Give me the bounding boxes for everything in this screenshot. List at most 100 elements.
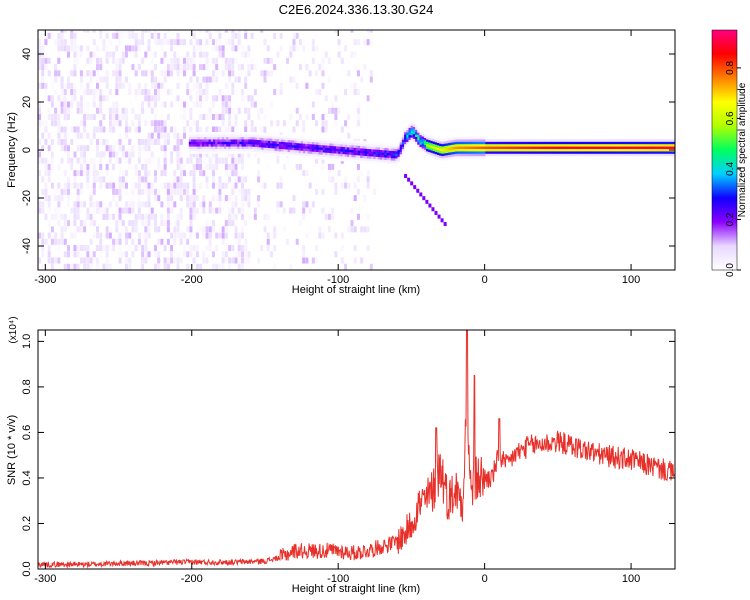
spectrogram-cell — [223, 134, 227, 137]
spectrogram-cell — [421, 145, 425, 149]
spectrogram-cell — [665, 141, 669, 145]
spectrogram-cell — [450, 144, 453, 148]
spectrogram-cell — [102, 126, 106, 133]
spectrogram-cell — [350, 30, 354, 33]
spectrogram-cell — [89, 213, 93, 220]
spectrogram-cell — [478, 151, 482, 154]
spectrogram-cell — [157, 263, 161, 270]
spectrogram-cell — [131, 64, 135, 71]
spectrogram-cell — [322, 147, 326, 151]
spectrogram-cell — [311, 146, 315, 150]
spectrogram-cell — [276, 146, 280, 149]
spectrogram-cell — [386, 159, 390, 163]
spectrogram-cell — [338, 144, 341, 147]
spectrogram-cell — [553, 146, 557, 149]
spectrogram-cell — [134, 51, 138, 58]
spectrogram-cell — [465, 144, 469, 147]
spectrogram-cell — [276, 141, 280, 144]
spectrogram-cell — [221, 64, 225, 71]
spectrogram-cell — [208, 238, 212, 245]
spectrogram-cell — [115, 238, 119, 245]
spectrogram-cell — [489, 148, 493, 152]
spectrogram-cell — [445, 138, 449, 141]
spectrogram-cell — [404, 129, 407, 133]
spectrogram-cell — [153, 138, 157, 145]
spectrogram-cell — [211, 226, 215, 233]
spectrogram-cell — [221, 136, 225, 140]
spectrogram-cell — [461, 139, 464, 142]
spectrogram-cell — [102, 89, 106, 96]
spectrogram-cell — [182, 163, 186, 170]
spectrogram-cell — [419, 139, 423, 143]
spectrogram-cell — [415, 129, 418, 133]
spectrogram-cell — [73, 151, 77, 158]
spectrogram-cell — [592, 139, 596, 142]
spectrogram-cell — [182, 64, 186, 71]
spectrogram-cell — [128, 157, 132, 164]
spectrogram-cell — [485, 148, 488, 152]
spectrogram-cell — [252, 146, 256, 150]
spectrogram-cell — [192, 207, 196, 214]
spectrogram-cell — [597, 148, 600, 152]
spectrogram-cell — [263, 149, 267, 153]
spectrogram-cell — [137, 64, 141, 71]
spectrogram-cell — [282, 163, 286, 170]
spectrogram-cell — [73, 182, 77, 189]
spectrogram-cell — [608, 151, 611, 154]
spectrogram-cell — [147, 207, 151, 214]
spectrogram-cell — [217, 141, 220, 145]
spectrogram-cell — [134, 70, 138, 77]
spectrogram-cell — [147, 226, 151, 233]
spectrogram-cell — [555, 151, 559, 154]
spectrogram-cell — [128, 151, 132, 158]
spectrogram-cell — [237, 132, 240, 135]
spectrogram-cell — [163, 220, 167, 227]
spectrogram-cell — [211, 195, 215, 202]
spectrogram-cell — [340, 148, 343, 152]
spectrogram-cell — [205, 32, 209, 39]
spectrogram-cell — [281, 136, 284, 140]
spectrogram-cell — [157, 132, 161, 139]
spectrogram-cell — [351, 147, 354, 151]
spectrogram-cell — [551, 139, 554, 142]
spectrogram-cell — [217, 139, 220, 142]
spectrogram-cell — [217, 134, 220, 137]
spectrogram-cell — [179, 114, 183, 120]
spectrogram-cell — [60, 188, 64, 195]
spectrogram-cell — [285, 154, 289, 157]
spectrogram-cell — [108, 120, 112, 127]
spectrogram-cell — [404, 136, 407, 140]
spectrogram-cell — [79, 101, 83, 108]
spectrogram-cell — [575, 153, 579, 157]
spectrogram-cell — [373, 149, 376, 152]
spectrogram-cell — [41, 51, 45, 58]
spectrogram-cell — [240, 232, 244, 239]
spectrogram-cell — [500, 139, 504, 142]
spectrogram-cell — [221, 45, 225, 52]
spectrogram-cell — [432, 143, 436, 147]
spectrogram-cell — [439, 138, 442, 142]
spectrogram-cell — [134, 114, 138, 120]
spectrogram-cell — [112, 238, 116, 245]
spectrogram-cell — [302, 251, 306, 258]
spectrogram-cell — [296, 145, 300, 148]
spectrogram-cell — [86, 82, 90, 89]
spectrogram-cell — [186, 188, 190, 195]
spectrogram-cell — [388, 152, 392, 156]
spectrogram-cell — [118, 82, 122, 89]
spectrogram-cell — [226, 151, 229, 154]
spectrogram-cell — [408, 137, 412, 140]
spectrogram-cell — [652, 146, 655, 149]
spectrogram-cell — [50, 151, 54, 158]
spectrogram-cell — [128, 263, 132, 270]
spectrogram-cell — [351, 154, 354, 158]
spectrogram-cell — [516, 148, 519, 152]
spectrogram-cell — [191, 144, 194, 147]
spectrogram-cell — [99, 32, 103, 39]
spectrogram-cell — [232, 148, 236, 152]
spectrogram-cell — [485, 153, 488, 157]
spectrogram-cell — [287, 149, 291, 153]
spectrogram-cell — [551, 144, 554, 147]
spectrogram-cell — [226, 134, 229, 137]
spectrogram-cell — [38, 257, 41, 264]
